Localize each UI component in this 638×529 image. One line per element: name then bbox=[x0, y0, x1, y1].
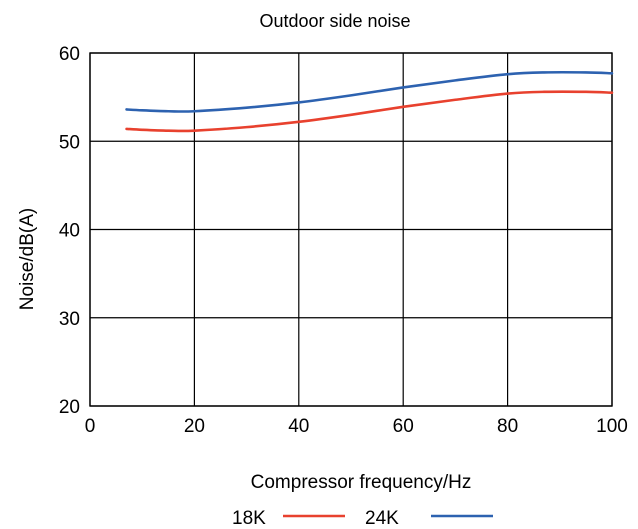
legend: 18K 24K bbox=[232, 508, 493, 529]
y-tick-label-4: 60 bbox=[59, 44, 80, 65]
chart-title: Outdoor side noise bbox=[259, 11, 410, 31]
x-tick-label-2: 40 bbox=[288, 416, 309, 437]
series-line-18K bbox=[125, 90, 614, 133]
series-lines bbox=[125, 70, 614, 133]
y-tick-label-2: 40 bbox=[59, 221, 80, 242]
x-axis-label: Compressor frequency/Hz bbox=[251, 472, 472, 493]
plot-frame bbox=[89, 52, 613, 407]
x-tick-label-5: 100 bbox=[596, 416, 628, 437]
legend-label-18K: 18K bbox=[232, 508, 266, 529]
y-tick-label-0: 20 bbox=[59, 397, 80, 418]
x-tick-label-0: 0 bbox=[85, 416, 96, 437]
x-tick-label-3: 60 bbox=[393, 416, 414, 437]
y-tick-label-1: 30 bbox=[59, 309, 80, 330]
x-tick-label-4: 80 bbox=[497, 416, 518, 437]
legend-label-24K: 24K bbox=[365, 508, 399, 529]
grid bbox=[89, 52, 613, 407]
x-tick-label-1: 20 bbox=[184, 416, 205, 437]
y-tick-label-3: 50 bbox=[59, 132, 80, 153]
y-axis-label: Noise/dB(A) bbox=[17, 208, 38, 310]
series-line-24K bbox=[125, 70, 614, 113]
